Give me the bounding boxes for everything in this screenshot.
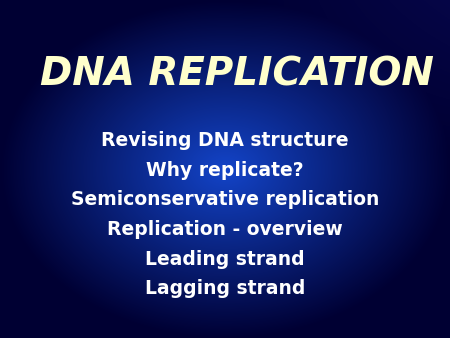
Text: Replication - overview: Replication - overview xyxy=(107,220,343,239)
Text: DNA REPLICATION: DNA REPLICATION xyxy=(40,55,434,93)
Text: Leading strand: Leading strand xyxy=(145,250,305,269)
Text: Lagging strand: Lagging strand xyxy=(145,280,305,298)
Text: Semiconservative replication: Semiconservative replication xyxy=(71,190,379,209)
Text: Revising DNA structure: Revising DNA structure xyxy=(101,131,349,150)
Text: Why replicate?: Why replicate? xyxy=(146,161,304,179)
